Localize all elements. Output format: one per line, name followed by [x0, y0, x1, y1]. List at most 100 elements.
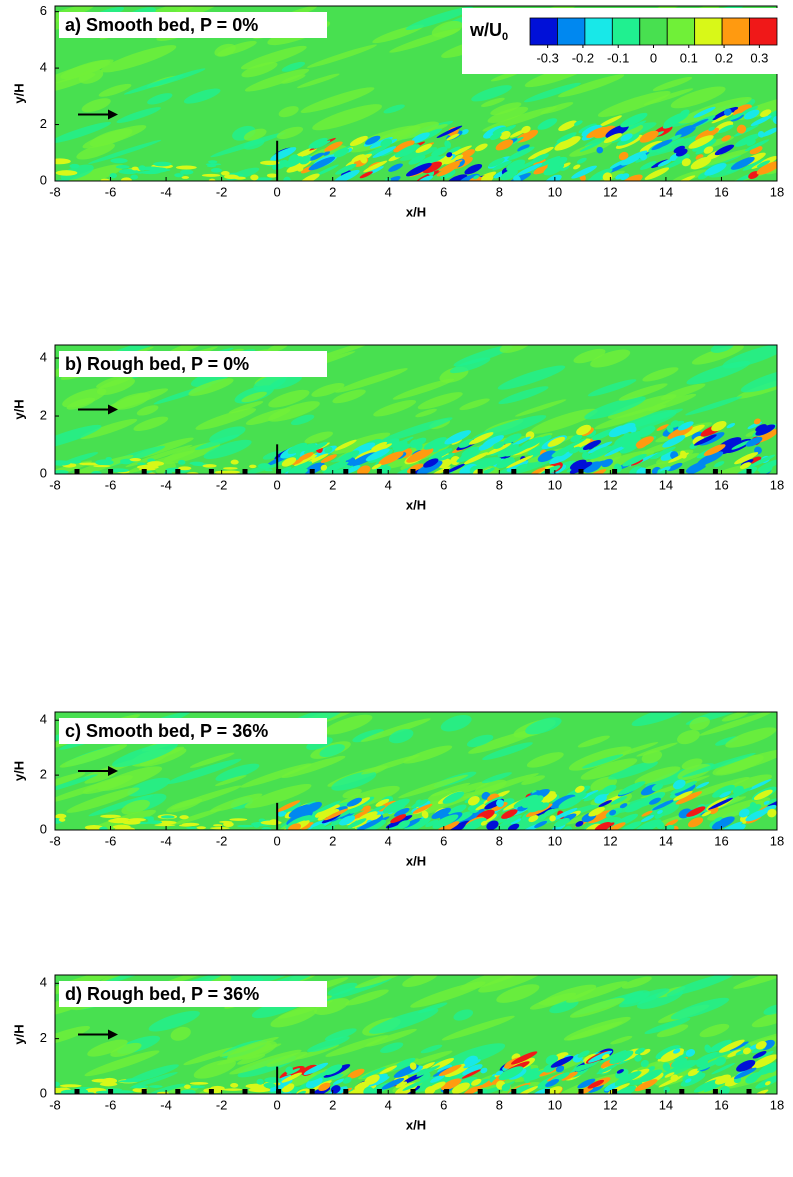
- contour-patch: [112, 742, 178, 768]
- colorbar-swatch: [529, 17, 558, 46]
- colorbar-swatch: [611, 17, 641, 46]
- contour-patch: [742, 159, 766, 171]
- contour-patch: [673, 145, 685, 153]
- contour-patch: [620, 120, 647, 133]
- contour-patch: [514, 463, 528, 472]
- roughness-element: [376, 469, 382, 474]
- contour-patch: [733, 1067, 757, 1079]
- contour-patch: [439, 466, 468, 474]
- contour-patch: [217, 40, 257, 56]
- contour-patch: [577, 1078, 596, 1089]
- contour-patch: [685, 396, 743, 416]
- contour-patch: [712, 754, 764, 776]
- contour-patch: [243, 128, 267, 141]
- contour-patch: [349, 135, 368, 147]
- contour-patch: [480, 97, 505, 107]
- contour-patch: [446, 152, 453, 158]
- contour-patch: [181, 176, 190, 179]
- contour-patch: [681, 758, 703, 770]
- contour-patch: [693, 1079, 720, 1093]
- contour-patch: [89, 128, 133, 147]
- x-tick-label: 12: [603, 833, 617, 848]
- contour-patch: [392, 378, 455, 400]
- contour-patch: [281, 1072, 302, 1083]
- contour-patch: [446, 133, 460, 141]
- contour-patch: [300, 87, 375, 113]
- contour-patch: [639, 153, 648, 161]
- contour-patch: [614, 1071, 642, 1085]
- x-tick-label: 18: [770, 184, 784, 199]
- contour-patch: [749, 145, 763, 155]
- contour-patch: [80, 418, 138, 440]
- contour-patch: [324, 141, 343, 152]
- contour-patch: [188, 1085, 206, 1089]
- contour-patch: [574, 120, 583, 126]
- x-tick-label: 0: [274, 184, 281, 199]
- contour-patch: [498, 386, 549, 405]
- contour-patch: [486, 820, 499, 830]
- contour-patch: [330, 432, 391, 455]
- contour-patch: [193, 1059, 236, 1079]
- contour-patch: [540, 809, 559, 818]
- contour-patch: [313, 164, 339, 177]
- contour-patch: [127, 1064, 179, 1083]
- contour-patch: [513, 794, 538, 808]
- contour-patch: [729, 1041, 749, 1051]
- contour-patch: [220, 171, 230, 176]
- contour-patch: [752, 1054, 777, 1069]
- contour-patch: [620, 112, 648, 128]
- contour-patch: [210, 826, 230, 830]
- contour-patch: [428, 448, 453, 461]
- contour-patch: [525, 717, 562, 735]
- contour-patch: [417, 460, 443, 474]
- contour-patch: [129, 1072, 178, 1089]
- contour-patch: [561, 438, 587, 451]
- contour-patch: [334, 439, 357, 451]
- contour-patch: [536, 802, 550, 811]
- contour-patch: [148, 1010, 200, 1032]
- contour-patch: [714, 461, 725, 468]
- contour-patch: [670, 1074, 679, 1082]
- contour-patch: [222, 1088, 243, 1091]
- contour-patch: [584, 396, 646, 420]
- contour-patch: [500, 169, 518, 181]
- contour-patch: [587, 1079, 605, 1089]
- contour-patch: [690, 156, 712, 170]
- contour-patch: [586, 126, 608, 139]
- contour-patch: [327, 982, 358, 996]
- contour-patch: [477, 467, 495, 474]
- contour-patch: [230, 459, 239, 465]
- contour-patch: [308, 137, 328, 149]
- contour-patch: [410, 981, 486, 1008]
- contour-patch: [618, 781, 646, 795]
- x-tick-label: 12: [603, 184, 617, 199]
- contour-patch: [418, 800, 431, 809]
- contour-patch: [223, 467, 238, 470]
- contour-patch: [303, 1062, 329, 1075]
- colorbar-swatch: [557, 17, 586, 46]
- contour-patch: [619, 803, 628, 809]
- contour-patch: [744, 139, 770, 152]
- contour-patch: [495, 139, 514, 151]
- contour-patch: [588, 806, 605, 817]
- contour-patch: [345, 989, 389, 1006]
- contour-patch: [286, 1068, 301, 1076]
- contour-patch: [534, 820, 548, 828]
- contour-patch: [305, 1077, 323, 1089]
- contour-patch: [526, 752, 564, 768]
- contour-patch: [599, 1050, 627, 1063]
- contour-patch: [91, 470, 102, 474]
- contour-patch: [453, 1009, 474, 1021]
- contour-patch: [113, 817, 130, 822]
- x-tick-label: -4: [160, 833, 172, 848]
- contour-patch: [444, 140, 452, 149]
- x-axis-label: x/H: [406, 497, 426, 512]
- contour-patch: [55, 424, 102, 450]
- contour-patch: [499, 130, 511, 140]
- contour-patch: [490, 102, 522, 116]
- y-tick-label: 4: [40, 60, 47, 75]
- x-tick-label: 10: [548, 184, 562, 199]
- contour-patch: [82, 775, 133, 794]
- contour-patch: [229, 818, 248, 821]
- contour-patch: [596, 146, 604, 154]
